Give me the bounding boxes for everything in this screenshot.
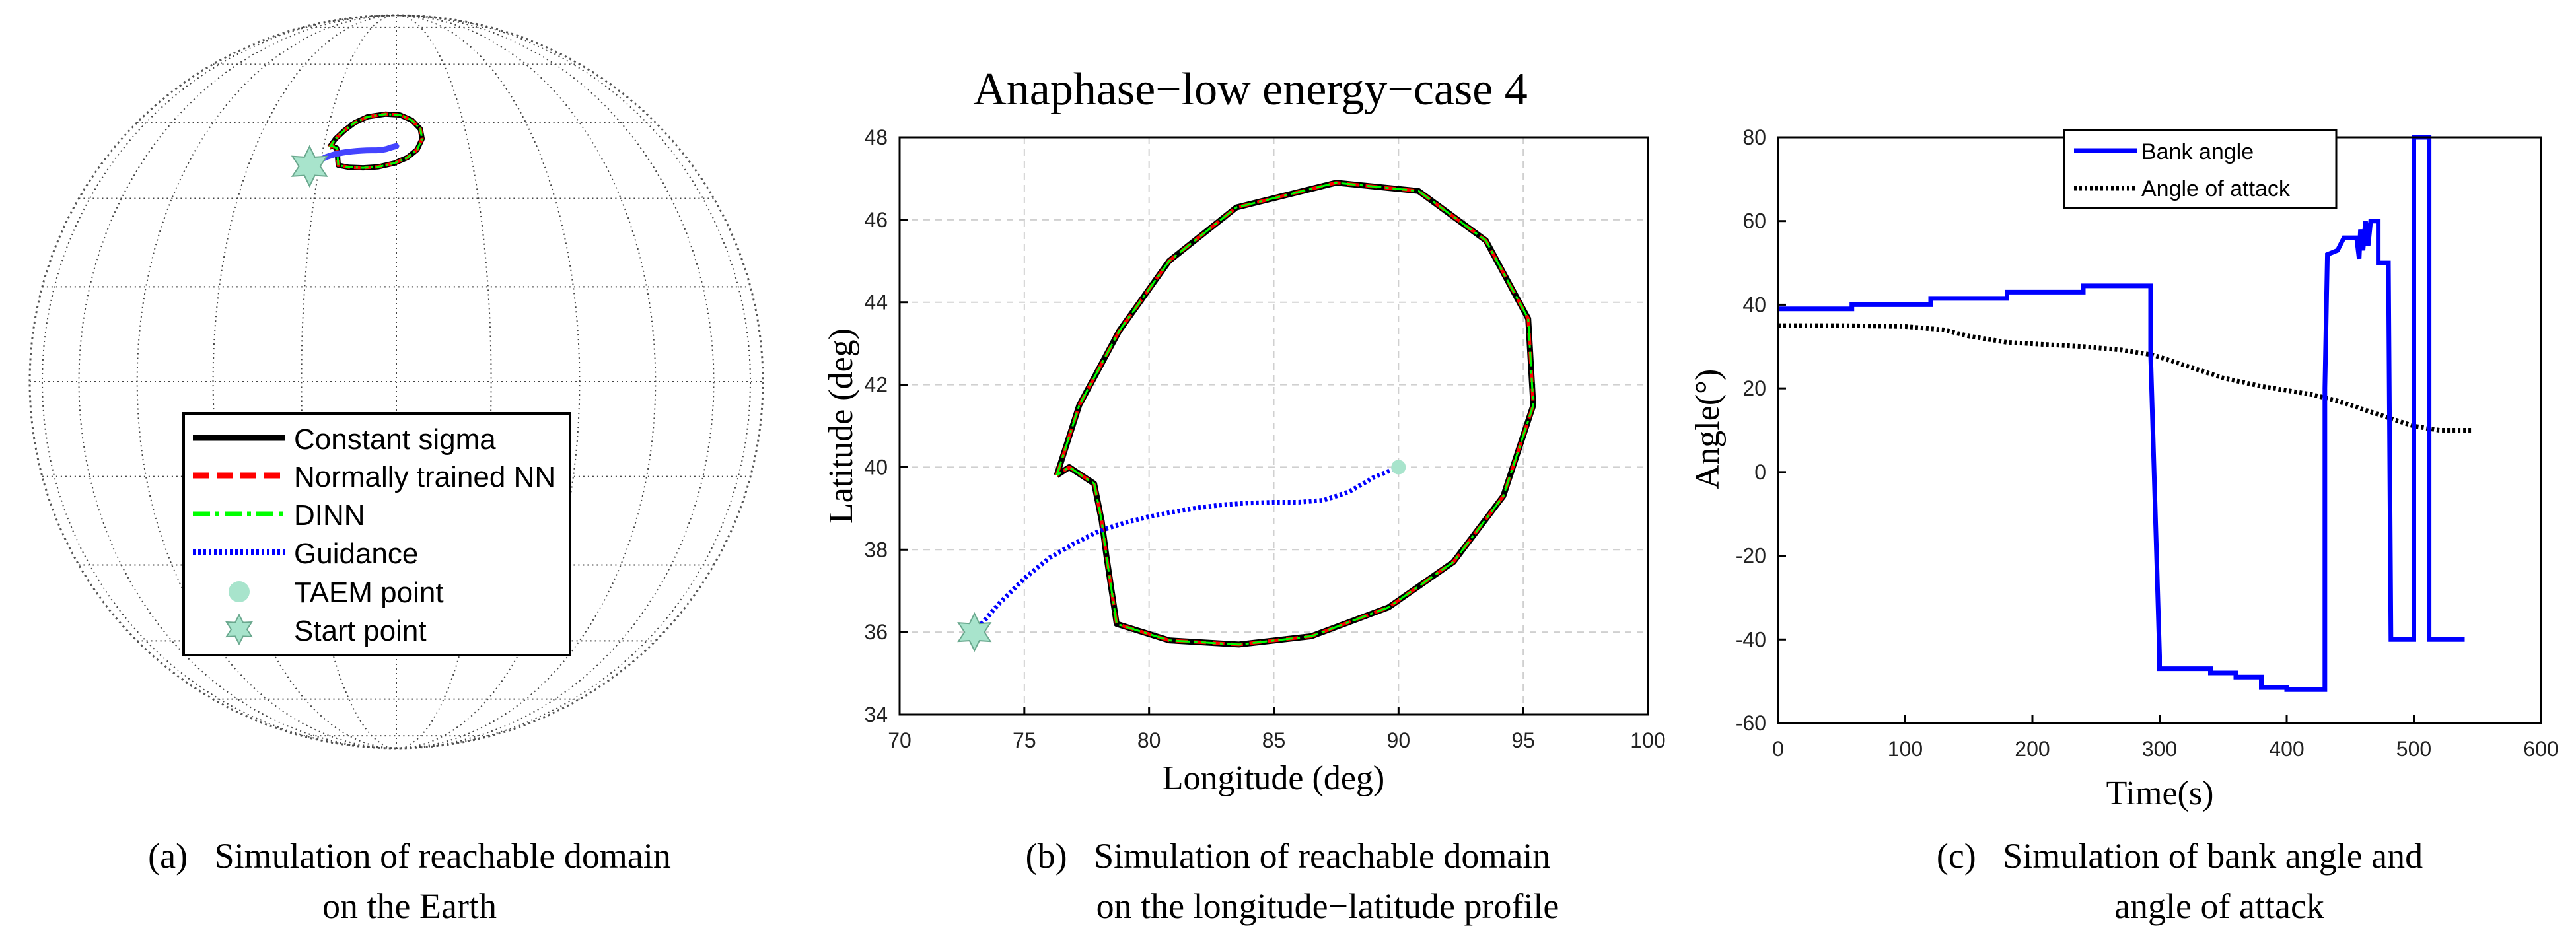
legend-label-dinn: DINN	[294, 499, 365, 532]
chart-c-ytick-label: -60	[1736, 711, 1766, 735]
chart-b-xtick-label: 90	[1387, 728, 1411, 752]
chart-c-series	[1778, 135, 2472, 692]
chart-c-ticks: 0 100 200 300 400 500 600 -60 -40 -20 0 20 40 60 80	[1736, 125, 2559, 761]
globe-meridian	[396, 15, 752, 749]
start-point-marker	[957, 612, 992, 652]
chart-c-ytick-label: 20	[1742, 376, 1766, 400]
caption-b-line2: on the longitude−latitude profile	[1096, 886, 1559, 926]
globe-start-point-marker	[291, 145, 328, 188]
caption-a-line2: on the Earth	[322, 886, 497, 926]
caption-a-line1: Simulation of reachable domain	[214, 836, 671, 876]
chart-c-ytick-label: 80	[1742, 125, 1766, 149]
chart-c-xtick-label: 100	[1888, 737, 1923, 761]
chart-b-ytick-label: 44	[864, 291, 888, 314]
chart-b-xtick-label: 80	[1137, 728, 1161, 752]
chart-b-ytick-label: 38	[864, 538, 888, 561]
chart-c-ytick-label: -20	[1736, 544, 1766, 568]
legend-a: Constant sigma Normally trained NN DINN …	[182, 412, 571, 656]
taem-point-marker	[1391, 460, 1406, 475]
chart-b-title: Anaphase−low energy−case 4	[973, 64, 1528, 115]
chart-c-ytick-label: 0	[1754, 460, 1766, 484]
globe-meridian	[41, 15, 397, 749]
chart-c-ylabel: Angle(°)	[1689, 369, 1727, 490]
chart-c-xtick-label: 300	[2142, 737, 2177, 761]
chart-c-xtick-label: 0	[1772, 737, 1784, 761]
chart-b-ytick-label: 42	[864, 373, 888, 397]
chart-b-xtick-label: 70	[888, 728, 912, 752]
globe-meridian	[396, 15, 581, 749]
globe-meridian	[212, 15, 397, 749]
chart-c-xtick-label: 400	[2269, 737, 2304, 761]
caption-c: (c) Simulation of bank angle and angle o…	[1823, 831, 2536, 931]
legend-swatch-taem-point	[229, 581, 250, 602]
legend-c-box	[2063, 129, 2338, 209]
series-dinn	[1055, 182, 1534, 646]
legend-label-normally-trained-nn: Normally trained NN	[294, 461, 555, 493]
chart-b-ytick-label: 36	[864, 620, 888, 644]
globe-points	[291, 145, 328, 188]
chart-c-ytick-label: 60	[1742, 209, 1766, 233]
chart-b-ticks: 70 75 80 85 90 95 100 34 36 38 40 42 44 46 48	[864, 125, 1665, 752]
legend-a-box	[182, 412, 571, 656]
chart-b-xtick-label: 75	[1013, 728, 1036, 752]
chart-b-xtick-label: 100	[1630, 728, 1665, 752]
series-angle-of-attack	[1778, 323, 2472, 433]
caption-a-label: (a)	[148, 836, 188, 876]
globe-series-constant-sigma	[327, 111, 425, 171]
legend-swatch-start-point	[225, 613, 253, 646]
legend-label-start-point: Start point	[294, 615, 427, 647]
chart-b-xtick-label: 95	[1511, 728, 1535, 752]
caption-c-line1: Simulation of bank angle and	[2003, 836, 2423, 876]
chart-c-ytick-label: 40	[1742, 293, 1766, 316]
chart-b-points	[957, 460, 1406, 652]
chart-b-ytick-label: 34	[864, 703, 888, 726]
chart-c-ytick-label: -40	[1736, 627, 1766, 651]
series-bank-angle	[1778, 135, 2465, 692]
chart-b-ytick-label: 40	[864, 455, 888, 479]
panel-b-chart: Anaphase−low energy−case 4 70 75 80 85 90 95 1…	[822, 64, 1666, 797]
chart-c-xtick-label: 500	[2396, 737, 2431, 761]
chart-b-xtick-label: 85	[1262, 728, 1286, 752]
legend-label-angle-of-attack: Angle of attack	[2141, 176, 2291, 201]
caption-b-line1: Simulation of reachable domain	[1094, 836, 1551, 876]
panel-a-globe: Constant sigma Normally trained NN DINN …	[28, 14, 764, 750]
caption-b: (b) Simulation of reachable domain on th…	[925, 831, 1651, 931]
chart-b-ytick-label: 46	[864, 208, 888, 232]
chart-b-ylabel: Latitude (deg)	[822, 328, 860, 524]
legend-label-constant-sigma: Constant sigma	[294, 423, 496, 456]
legend-label-bank-angle: Bank angle	[2141, 139, 2254, 164]
chart-c-xlabel: Time(s)	[2106, 775, 2214, 812]
chart-b-grid	[900, 137, 1648, 715]
globe-meridian	[78, 15, 397, 749]
caption-c-line2: angle of attack	[2114, 886, 2324, 926]
chart-b-ytick-label: 48	[864, 125, 888, 149]
chart-c-xtick-label: 600	[2523, 737, 2558, 761]
legend-c: Bank angle Angle of attack	[2063, 129, 2338, 209]
caption-a: (a) Simulation of reachable domain on th…	[92, 831, 727, 931]
globe-meridian	[396, 15, 492, 749]
globe-outline	[28, 14, 764, 750]
legend-label-guidance: Guidance	[294, 538, 418, 570]
caption-b-label: (b)	[1025, 836, 1067, 876]
chart-c-xtick-label: 200	[2015, 737, 2050, 761]
caption-c-label: (c)	[1936, 836, 1976, 876]
globe-meridian	[301, 15, 397, 749]
globe-reachable-domain	[306, 111, 425, 171]
globe-meridian	[396, 15, 657, 749]
chart-b-xlabel: Longitude (deg)	[1163, 759, 1384, 797]
legend-label-taem-point: TAEM point	[294, 577, 444, 609]
globe-meridian	[396, 15, 715, 749]
chart-b-series	[972, 180, 1536, 648]
panel-c-chart: 0 100 200 300 400 500 600 -60 -40 -20 0 20 40 60 80 Ba…	[1689, 125, 2559, 812]
globe-series-dinn	[328, 113, 423, 169]
